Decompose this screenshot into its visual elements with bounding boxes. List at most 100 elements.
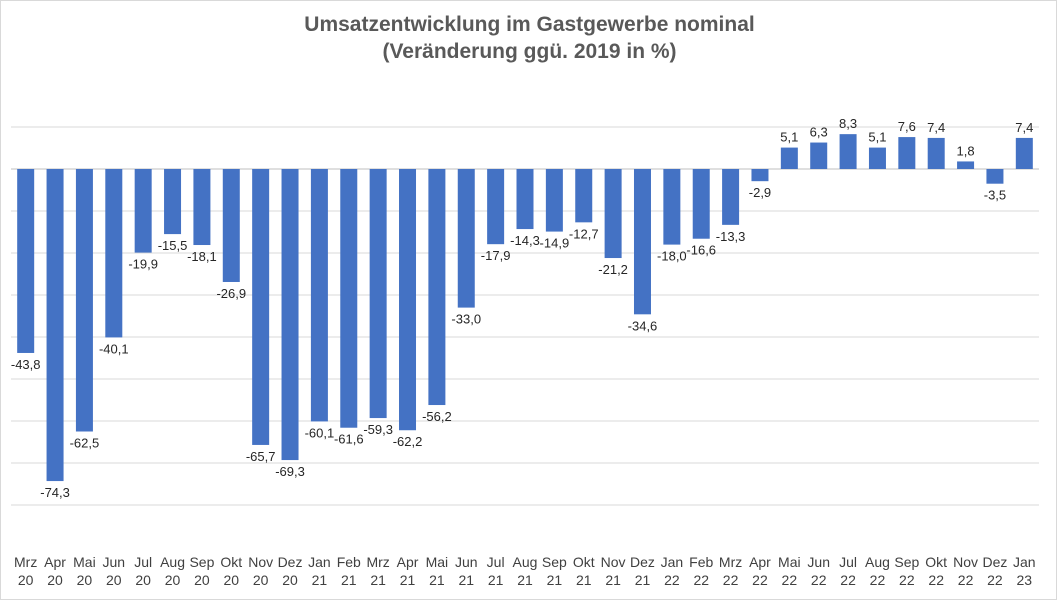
bar — [868, 147, 886, 169]
x-tick-label-month: Okt — [573, 554, 595, 570]
data-label: -2,9 — [749, 185, 771, 200]
bar — [428, 169, 446, 406]
data-label: 5,1 — [780, 130, 798, 145]
data-label: -15,5 — [158, 238, 188, 253]
x-tick-label-year: 20 — [282, 572, 298, 588]
x-tick-label-month: Apr — [397, 554, 419, 570]
bar — [986, 169, 1004, 184]
bar — [252, 169, 270, 445]
x-tick-label-month: Mrz — [14, 554, 37, 570]
bar — [692, 169, 710, 239]
x-tick-label-year: 22 — [928, 572, 944, 588]
data-label: -60,1 — [305, 425, 335, 440]
x-tick-label-month: Sep — [894, 554, 919, 570]
x-tick-label-year: 20 — [253, 572, 269, 588]
bar — [281, 169, 299, 461]
x-tick-label-year: 22 — [752, 572, 768, 588]
data-label: 7,6 — [898, 119, 916, 134]
x-tick-label-year: 20 — [18, 572, 34, 588]
data-label: -17,9 — [481, 248, 511, 263]
bar — [957, 161, 975, 169]
data-label: 1,8 — [957, 143, 975, 158]
data-label: -61,6 — [334, 432, 364, 447]
chart-title-block: Umsatzentwicklung im Gastgewerbe nominal… — [1, 11, 1057, 65]
x-tick-label-year: 23 — [1017, 572, 1033, 588]
data-label: -34,6 — [628, 318, 658, 333]
x-tick-label-year: 20 — [106, 572, 122, 588]
x-tick-label-year: 22 — [958, 572, 974, 588]
bar — [604, 169, 622, 259]
x-tick-label-year: 22 — [782, 572, 798, 588]
x-tick-label-year: 22 — [693, 572, 709, 588]
x-tick-label-month: Apr — [44, 554, 66, 570]
x-tick-label-year: 21 — [458, 572, 474, 588]
x-tick-label-month: Aug — [513, 554, 538, 570]
data-label: -13,3 — [716, 229, 746, 244]
data-label: 7,4 — [1015, 120, 1033, 135]
x-tick-label-year: 22 — [870, 572, 886, 588]
x-tick-label-year: 21 — [576, 572, 592, 588]
x-tick-label-month: Sep — [189, 554, 214, 570]
x-tick-label-month: Jul — [487, 554, 505, 570]
bar — [369, 169, 387, 419]
data-label: -33,0 — [451, 312, 481, 327]
x-tick-label-month: Nov — [601, 554, 626, 570]
bar — [839, 134, 857, 169]
bar — [927, 137, 945, 169]
x-tick-label-month: Jun — [455, 554, 478, 570]
x-tick-label-month: Okt — [925, 554, 947, 570]
x-tick-label-year: 22 — [840, 572, 856, 588]
data-label: 7,4 — [927, 120, 945, 135]
chart-title: Umsatzentwicklung im Gastgewerbe nominal — [304, 13, 755, 36]
data-label: -56,2 — [422, 409, 452, 424]
x-tick-label-year: 21 — [400, 572, 416, 588]
x-tick-label-year: 20 — [135, 572, 151, 588]
x-tick-label-year: 21 — [605, 572, 621, 588]
data-label: -18,1 — [187, 249, 217, 264]
data-label: -69,3 — [275, 464, 305, 479]
bar — [633, 169, 651, 315]
data-label: 8,3 — [839, 116, 857, 131]
bar — [663, 169, 681, 245]
x-tick-label-year: 20 — [223, 572, 239, 588]
x-tick-label-month: Mai — [778, 554, 801, 570]
data-label: -26,9 — [216, 286, 246, 301]
data-label: 6,3 — [810, 125, 828, 140]
x-tick-label-year: 21 — [429, 572, 445, 588]
data-label: 5,1 — [868, 130, 886, 145]
bar — [722, 169, 740, 225]
x-tick-label-year: 21 — [517, 572, 533, 588]
bar — [1015, 137, 1033, 169]
bar — [516, 169, 534, 230]
data-label: -59,3 — [363, 422, 393, 437]
x-tick-label-month: Mai — [426, 554, 449, 570]
bar — [222, 169, 240, 282]
bar — [105, 169, 123, 338]
data-label: -62,5 — [70, 436, 100, 451]
x-tick-label-year: 22 — [723, 572, 739, 588]
x-tick-label-month: Mrz — [366, 554, 389, 570]
data-label: -14,3 — [510, 233, 540, 248]
data-label: -16,6 — [686, 243, 716, 258]
x-tick-label-year: 21 — [370, 572, 386, 588]
x-tick-label-month: Jul — [839, 554, 857, 570]
bar — [340, 169, 358, 428]
bar — [193, 169, 211, 246]
x-tick-label-year: 21 — [341, 572, 357, 588]
x-tick-label-month: Feb — [337, 554, 361, 570]
x-tick-label-month: Dez — [278, 554, 303, 570]
x-tick-label-year: 21 — [547, 572, 563, 588]
data-label: -19,9 — [128, 257, 158, 272]
x-tick-label-month: Dez — [630, 554, 655, 570]
bar — [164, 169, 182, 235]
data-labels: -43,8 -74,3 -62,5 -40,1 -19,9-15,5-18,1 -26,9… — [11, 116, 1033, 500]
bar — [487, 169, 505, 245]
x-tick-label-year: 21 — [635, 572, 651, 588]
x-tick-label-year: 20 — [47, 572, 63, 588]
x-tick-label-month: Nov — [248, 554, 273, 570]
data-label: -14,9 — [540, 236, 570, 251]
x-tick-label-month: Jan — [308, 554, 331, 570]
x-tick-label-month: Sep — [542, 554, 567, 570]
x-tick-label-year: 22 — [987, 572, 1003, 588]
